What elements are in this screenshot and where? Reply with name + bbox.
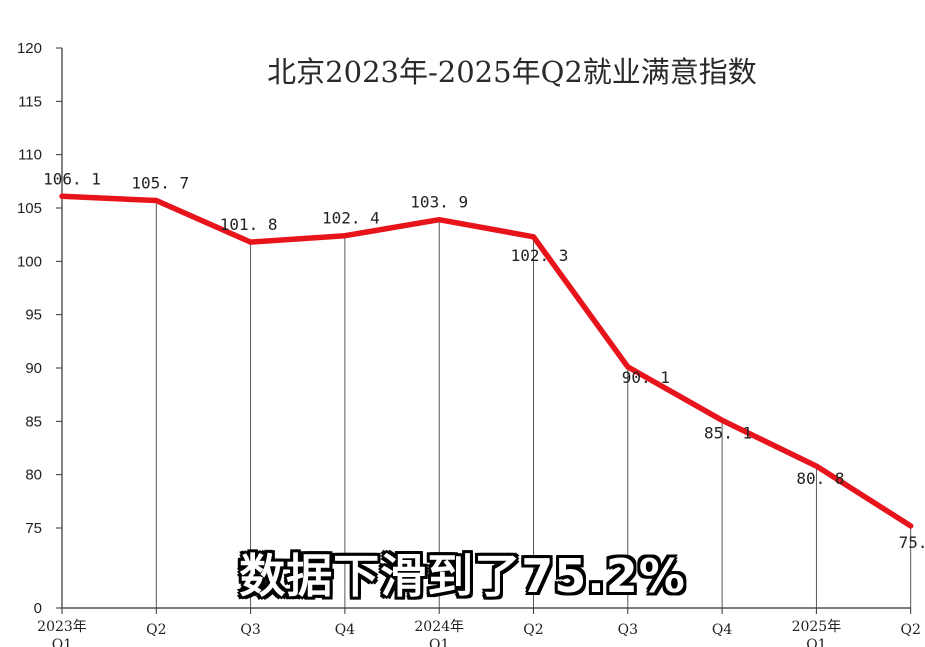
y-tick-label: 85 bbox=[25, 413, 42, 430]
drop-lines bbox=[155, 200, 912, 608]
x-tick-label: Q4 bbox=[712, 622, 732, 638]
data-label: 102. 4 bbox=[322, 209, 380, 228]
x-tick-label-year: 2025年 bbox=[792, 619, 842, 635]
x-tick-label-year: 2023年 bbox=[37, 619, 87, 635]
data-label: 103. 9 bbox=[410, 193, 468, 212]
x-tick-label: Q3 bbox=[240, 622, 260, 638]
y-tick-label: 90 bbox=[25, 360, 42, 377]
x-tick-label-quarter: Q1 bbox=[806, 637, 826, 647]
data-label: 90. 1 bbox=[622, 368, 670, 387]
x-tick-labels: 2023年 Q1 Q2 Q3 Q4 2024年 Q1 Q2 Q3 Q4 2025年 Q1 Q2 bbox=[37, 608, 921, 647]
y-tick-label: 115 bbox=[18, 93, 42, 110]
x-tick-label: Q2 bbox=[901, 622, 921, 638]
y-tick-label: 75 bbox=[25, 520, 42, 537]
x-tick-label: Q3 bbox=[618, 622, 638, 638]
data-labels: 106. 1 105. 7 101. 8 102. 4 103. 9 102. 3 90. … bbox=[43, 169, 925, 552]
y-tick-label: 80 bbox=[25, 467, 42, 484]
series-line bbox=[59, 193, 914, 529]
data-label: 102. 3 bbox=[511, 246, 569, 265]
data-label: 101. 8 bbox=[220, 215, 278, 234]
series-polyline bbox=[59, 193, 914, 529]
x-tick-label: Q2 bbox=[146, 622, 166, 638]
y-tick-label: 100 bbox=[17, 253, 42, 270]
data-label: 85. 1 bbox=[704, 423, 752, 442]
x-tick-label-quarter: Q1 bbox=[52, 637, 72, 647]
subtitle-caption: 数据下滑到了75.2% bbox=[239, 549, 686, 603]
y-tick-label: 0 bbox=[34, 600, 42, 617]
data-label: 75. 2 bbox=[899, 533, 925, 552]
y-tick-label: 95 bbox=[25, 307, 42, 324]
x-tick-label-quarter: Q1 bbox=[429, 637, 449, 647]
data-label: 80. 8 bbox=[796, 469, 844, 488]
chart-title: 北京2023年-2025年Q2就业满意指数 bbox=[267, 55, 757, 89]
x-tick-label-year: 2024年 bbox=[414, 619, 464, 635]
axes: 0 75 80 85 90 95 100 105 110 115 120 bbox=[17, 40, 911, 617]
data-label: 105. 7 bbox=[131, 174, 189, 193]
x-tick-label: Q2 bbox=[523, 622, 543, 638]
y-tick-label: 120 bbox=[17, 40, 42, 57]
x-tick-label: Q4 bbox=[335, 622, 355, 638]
y-tick-label: 110 bbox=[18, 147, 42, 164]
y-tick-label: 105 bbox=[17, 200, 42, 217]
data-label: 106. 1 bbox=[43, 169, 101, 188]
